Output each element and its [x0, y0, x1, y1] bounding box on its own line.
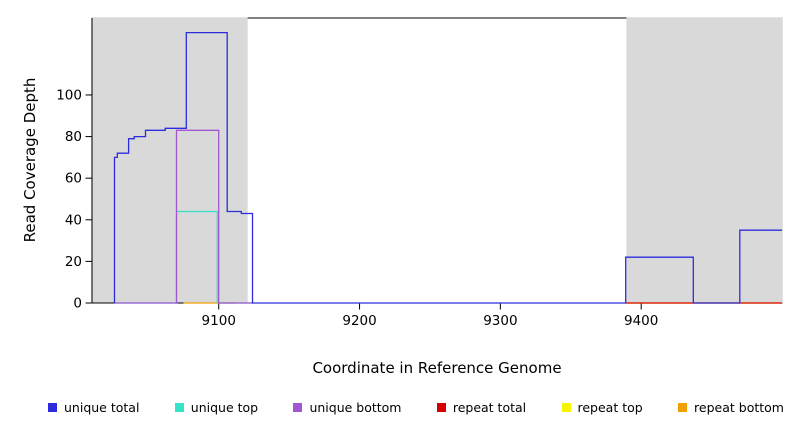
repeat-region-left [91, 17, 248, 303]
y-tick-label: 0 [73, 296, 82, 312]
x-tick-label: 9200 [342, 313, 376, 329]
legend-swatch [436, 403, 446, 412]
y-tick-label: 100 [56, 87, 82, 103]
legend-label: unique bottom [309, 400, 402, 415]
y-tick-label: 40 [65, 212, 82, 228]
legend-item-unique-total: unique total [48, 400, 139, 415]
legend-item-repeat-bottom: repeat bottom [678, 400, 784, 415]
legend-swatch [561, 403, 571, 412]
legend-label: unique total [64, 400, 140, 415]
y-tick-label: 60 [65, 171, 82, 187]
legend-label: unique top [190, 400, 259, 415]
legend-swatch [678, 403, 688, 412]
legend-swatch [293, 403, 303, 412]
x-tick-label: 9100 [202, 313, 236, 329]
repeat-region-right [626, 17, 783, 303]
legend: unique total unique top unique bottom repea… [48, 400, 784, 415]
legend-label: repeat total [452, 400, 527, 415]
y-axis-title: Read Coverage Depth [21, 77, 39, 243]
y-tick-label: 20 [65, 254, 82, 270]
legend-swatch [48, 403, 57, 412]
series-unique-total [113, 31, 782, 304]
legend-swatch [174, 403, 184, 412]
legend-item-repeat-total: repeat total [436, 400, 527, 415]
x-axis-title: Coordinate in Reference Genome [312, 359, 562, 377]
x-tick-label: 9400 [624, 313, 658, 329]
legend-item-unique-bottom: unique bottom [293, 400, 402, 415]
y-tick-label: 80 [65, 129, 82, 145]
legend-label: repeat top [577, 400, 643, 415]
legend-label: repeat bottom [694, 400, 784, 415]
legend-item-unique-top: unique top [174, 400, 259, 415]
legend-item-repeat-top: repeat top [561, 400, 643, 415]
series-unique-bottom [114, 129, 253, 304]
x-tick-label: 9300 [483, 313, 517, 329]
